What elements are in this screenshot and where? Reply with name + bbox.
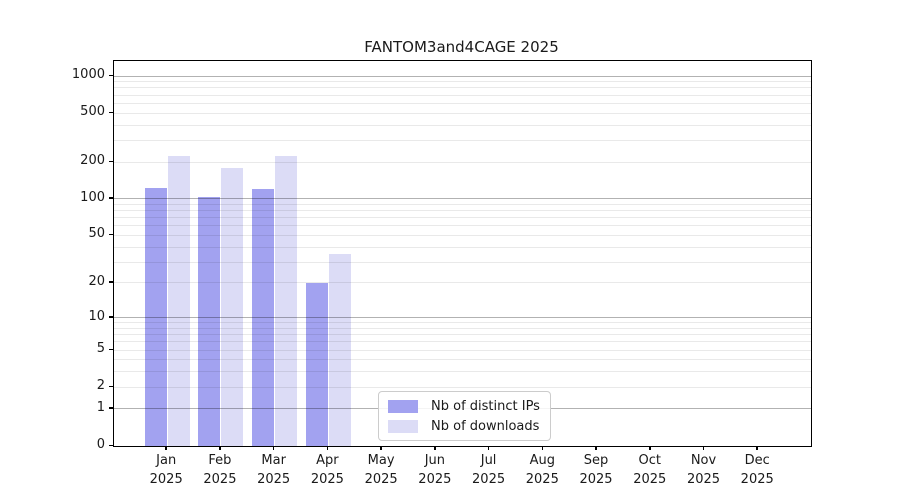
x-tick-label-oct: Oct 2025 [633,453,667,487]
legend-label-downloads: Nb of downloads [431,418,540,434]
x-tick-label-jun: Jun 2025 [418,453,452,487]
x-tick-mark [434,446,436,450]
x-tick-label-dec: Dec 2025 [740,453,774,487]
x-tick-mark [702,446,705,450]
x-tick-mark [272,446,275,450]
y-tick-label: 50 [88,226,105,242]
x-tick-label-sep: Sep 2025 [579,453,613,487]
y-tick-label: 2 [96,378,105,394]
y-tick-label: 5 [96,341,105,357]
y-tick-label: 200 [80,153,105,169]
y-tick-mark [109,281,113,283]
x-tick-mark [756,446,758,450]
x-tick-mark [595,446,597,450]
x-tick-label-aug: Aug 2025 [525,453,559,487]
x-tick-label-feb: Feb 2025 [203,453,237,487]
bar-jan-downloads [167,155,190,446]
x-tick-mark [649,446,651,450]
bar-apr-downloads [328,254,351,446]
x-tick-mark [326,446,329,450]
x-tick-mark [487,446,490,450]
x-tick-label-apr: Apr 2025 [310,453,344,487]
legend-swatch-distinct-ips [388,399,418,413]
legend-entry-distinct-ips: Nb of distinct IPs [388,398,540,414]
y-tick-label: 500 [80,104,105,120]
bar-mar-downloads [275,155,298,446]
y-tick-mark [109,385,113,388]
y-tick-label: 10 [88,308,105,324]
bar-jan-ips [144,187,167,446]
x-tick-label-jul: Jul 2025 [472,453,506,487]
bar-apr-ips [305,282,328,446]
y-tick-label: 1000 [71,67,105,83]
y-tick-label: 0 [96,437,105,452]
y-tick-mark [109,444,113,446]
legend: Nb of distinct IPs Nb of downloads [378,391,551,441]
y-tick-mark [109,348,113,351]
legend-entry-downloads: Nb of downloads [388,418,540,434]
y-tick-mark [109,407,113,409]
legend-swatch-downloads [388,419,418,433]
x-tick-label-jan: Jan 2025 [149,453,183,487]
y-tick-mark [109,197,113,199]
y-tick-label: 20 [88,273,105,289]
x-tick-label-nov: Nov 2025 [686,453,721,487]
x-tick-mark [380,446,382,450]
y-tick-mark [109,316,113,318]
x-tick-mark [219,446,221,450]
x-tick-label-may: May 2025 [364,453,398,487]
y-tick-label: 100 [80,189,105,205]
legend-label-distinct-ips: Nb of distinct IPs [431,398,540,414]
bars-layer [114,61,811,446]
bar-feb-downloads [221,167,244,446]
chart-title: FANTOM3and4CAGE 2025 [364,38,559,56]
y-tick-mark [109,233,113,236]
bar-mar-ips [252,189,275,446]
y-tick-mark [109,160,113,163]
x-tick-label-mar: Mar 2025 [257,453,291,487]
y-tick-label: 1 [96,399,105,415]
x-tick-mark [165,446,167,450]
plot-area: Nb of distinct IPs Nb of downloads [113,60,812,447]
x-tick-mark [541,446,544,450]
y-tick-mark [109,111,113,114]
y-tick-mark [109,74,113,77]
bar-feb-ips [198,196,221,446]
